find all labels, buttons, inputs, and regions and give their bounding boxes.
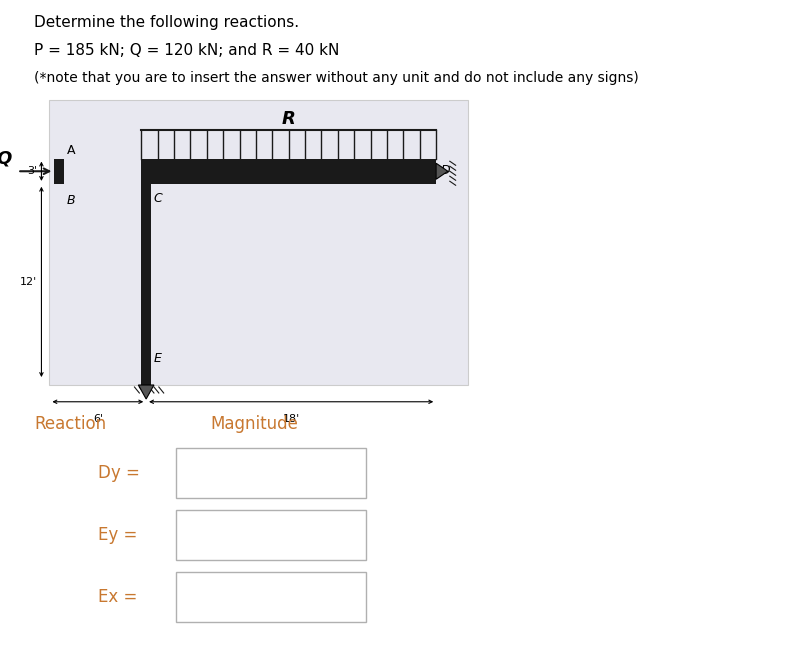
Text: 18': 18'	[283, 413, 300, 424]
Polygon shape	[436, 163, 448, 179]
Text: R: R	[282, 110, 295, 128]
Text: Magnitude: Magnitude	[210, 415, 298, 433]
Text: Dy =: Dy =	[98, 464, 140, 482]
Text: Reaction: Reaction	[34, 415, 106, 433]
Bar	[49, 100, 468, 385]
Bar	[54, 159, 64, 184]
Bar	[141, 184, 151, 385]
Text: Ey =: Ey =	[98, 526, 137, 544]
Text: 3': 3'	[28, 166, 37, 176]
Text: 6': 6'	[93, 413, 103, 424]
Text: E: E	[154, 352, 162, 365]
Text: Determine the following reactions.: Determine the following reactions.	[34, 15, 299, 30]
Text: Ex =: Ex =	[98, 588, 137, 606]
Bar	[141, 159, 436, 184]
Text: D: D	[441, 164, 451, 177]
Text: C: C	[154, 192, 163, 205]
Text: P = 185 kN; Q = 120 kN; and R = 40 kN: P = 185 kN; Q = 120 kN; and R = 40 kN	[34, 43, 339, 58]
Text: Q: Q	[0, 149, 12, 167]
Text: 12': 12'	[21, 277, 37, 287]
Bar	[176, 572, 366, 622]
Polygon shape	[138, 385, 154, 399]
Text: A: A	[67, 144, 75, 157]
Text: (*note that you are to insert the answer without any unit and do not include any: (*note that you are to insert the answer…	[34, 71, 638, 85]
Bar	[176, 510, 366, 560]
Bar	[176, 448, 366, 498]
Text: B: B	[67, 194, 75, 207]
